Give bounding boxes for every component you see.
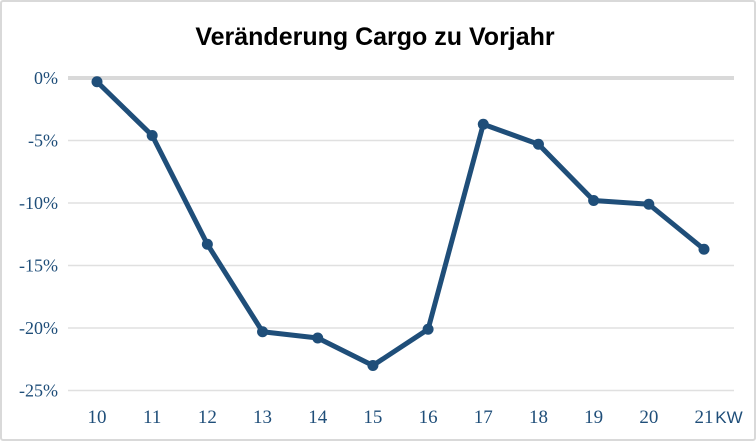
data-point-marker — [201, 238, 213, 250]
x-axis-tick-label: 16 — [419, 407, 438, 428]
x-axis-tick-label: 11 — [143, 407, 161, 428]
x-axis-tick-label: 19 — [584, 407, 603, 428]
y-axis-tick-label: -25% — [19, 381, 58, 401]
data-point-marker — [312, 332, 324, 344]
x-axis-tick-label: 15 — [363, 407, 382, 428]
data-point-marker — [643, 198, 655, 210]
x-axis-unit-label: KW — [715, 408, 742, 427]
data-point-marker — [146, 130, 158, 141]
data-point-marker — [698, 243, 710, 255]
y-axis-tick-label: -10% — [19, 193, 58, 213]
data-point-marker — [91, 76, 103, 88]
data-point-marker — [532, 138, 544, 150]
x-axis-tick-label: 18 — [529, 407, 548, 428]
x-axis-tick-label: 12 — [198, 407, 217, 428]
y-axis-tick-label: -5% — [28, 131, 58, 151]
data-point-marker — [257, 326, 269, 338]
data-point-marker — [367, 360, 379, 371]
data-point-marker — [422, 323, 434, 335]
x-axis-tick-label: 17 — [474, 407, 493, 428]
plot-area: 0% -5% -10% -15% -20% -25% 10 11 12 13 14 15 16 17 18 1… — [19, 68, 743, 428]
x-axis-tick-label: 21 — [695, 407, 714, 428]
x-axis-tick-label: 20 — [639, 407, 658, 428]
y-axis-tick-label: 0% — [34, 68, 58, 88]
chart-title: Veränderung Cargo zu Vorjahr — [195, 23, 555, 51]
data-point-marker — [477, 118, 489, 130]
data-line — [94, 79, 707, 368]
x-axis-tick-label: 10 — [88, 407, 107, 428]
x-axis-tick-label: 14 — [308, 407, 328, 428]
data-point-marker — [588, 195, 600, 206]
x-axis-tick-label: 13 — [253, 407, 272, 428]
y-axis-tick-label: -15% — [19, 256, 58, 276]
y-axis-tick-label: -20% — [19, 318, 58, 338]
